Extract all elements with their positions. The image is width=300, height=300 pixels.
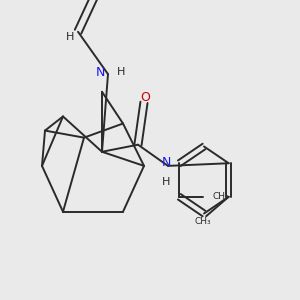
Text: H: H	[162, 177, 171, 187]
Text: N: N	[162, 156, 171, 169]
Text: N: N	[96, 66, 105, 79]
Text: CH₃: CH₃	[212, 192, 229, 201]
Text: H: H	[66, 32, 75, 42]
Text: CH₃: CH₃	[195, 217, 211, 226]
Text: O: O	[141, 91, 150, 103]
Text: H: H	[117, 68, 126, 77]
